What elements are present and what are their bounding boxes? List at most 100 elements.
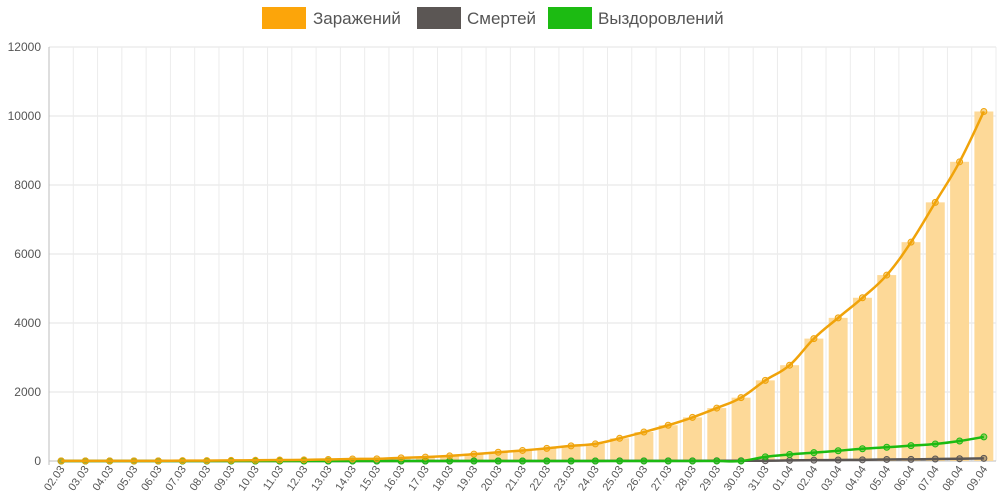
data-point-deaths [858,456,866,464]
legend-item-deaths[interactable]: Смертей [417,7,536,29]
data-point-recoveries [956,437,964,445]
data-point-recoveries [640,457,648,465]
data-point-infections [57,457,65,465]
bar [610,438,630,461]
data-point-infections [397,454,405,462]
x-tick-label: 07.04 [916,464,942,493]
x-tick-label: 04.04 [843,464,869,493]
bar [828,317,848,461]
x-tick-label: 03.04 [819,464,845,493]
legend-swatch-infections [262,7,306,29]
data-point-recoveries [883,443,891,451]
x-tick-label: 20.03 [479,464,505,493]
data-point-infections [567,442,575,450]
x-tick-label: 22.03 [528,464,554,493]
x-tick-label: 19.03 [455,464,481,493]
data-point-infections [130,457,138,465]
data-point-recoveries [616,457,624,465]
data-point-recoveries [858,445,866,453]
x-tick-label: 30.03 [722,464,748,493]
data-point-infections [858,294,866,302]
bar [780,365,800,461]
data-point-recoveries [494,457,502,465]
data-point-recoveries [834,447,842,455]
x-tick-label: 06.04 [892,464,918,493]
bar [974,111,994,461]
bar [707,408,727,461]
data-point-infections [203,457,211,465]
legend-item-infections[interactable]: Заражений [262,7,401,29]
x-tick-label: 12.03 [285,464,311,493]
bar [658,425,678,461]
x-tick-label: 10.03 [236,464,262,493]
x-tick-label: 09.03 [212,464,238,493]
data-point-infections [737,394,745,402]
data-point-recoveries [543,457,551,465]
data-point-infections [640,428,648,436]
data-point-recoveries [446,457,454,465]
x-tick-label: 03.03 [66,464,92,493]
data-point-infections [251,456,259,464]
data-point-infections [616,434,624,442]
data-point-deaths [786,456,794,464]
legend-swatch-deaths [417,7,461,29]
data-point-deaths [907,455,915,463]
x-tick-label: 02.04 [795,464,821,493]
data-point-infections [349,455,357,463]
legend-label-infections: Заражений [313,9,401,28]
legend-swatch-recoveries [548,7,592,29]
data-point-deaths [980,454,988,462]
x-tick-label: 15.03 [358,464,384,493]
data-point-recoveries [931,440,939,448]
x-tick-label: 26.03 [625,464,651,493]
bar [950,161,970,462]
x-tick-label: 23.03 [552,464,578,493]
bar [391,457,411,461]
data-point-infections [81,457,89,465]
bar [585,443,605,461]
bar [925,202,945,461]
bar [415,457,435,461]
x-tick-label: 21.03 [503,464,529,493]
data-point-deaths [810,456,818,464]
x-tick-label: 25.03 [600,464,626,493]
x-tick-label: 14.03 [333,464,359,493]
data-point-deaths [931,455,939,463]
data-point-recoveries [688,457,696,465]
y-tick-label: 12000 [8,40,42,54]
data-point-recoveries [664,457,672,465]
data-point-infections [446,452,454,460]
data-point-infections [421,453,429,461]
bar [877,275,897,461]
bar [804,338,824,461]
x-tick-label: 01.04 [770,464,796,493]
y-tick-label: 8000 [14,178,41,192]
bar [488,452,508,461]
data-point-infections [591,440,599,448]
data-point-infections [106,457,114,465]
legend-item-recoveries[interactable]: Выздоровлений [548,7,724,29]
x-tick-label: 16.03 [382,464,408,493]
data-point-infections [154,457,162,465]
data-point-infections [300,456,308,464]
x-tick-label: 28.03 [673,464,699,493]
data-point-recoveries [470,457,478,465]
data-point-deaths [883,455,891,463]
x-tick-label: 11.03 [261,464,286,493]
x-tick-label: 08.03 [188,464,214,493]
y-tick-label: 4000 [14,316,41,330]
legend-label-recoveries: Выздоровлений [598,9,724,28]
data-point-recoveries [907,442,915,450]
x-tick-label: 09.04 [965,464,991,493]
x-tick-label: 13.03 [309,464,335,493]
bar [561,445,581,461]
bar [755,380,775,461]
data-point-recoveries [737,457,745,465]
x-tick-label: 07.03 [163,464,189,493]
x-tick-label: 24.03 [576,464,602,493]
y-tick-label: 6000 [14,247,41,261]
x-tick-label: 08.04 [940,464,966,493]
x-tick-label: 27.03 [649,464,675,493]
data-point-deaths [956,455,964,463]
